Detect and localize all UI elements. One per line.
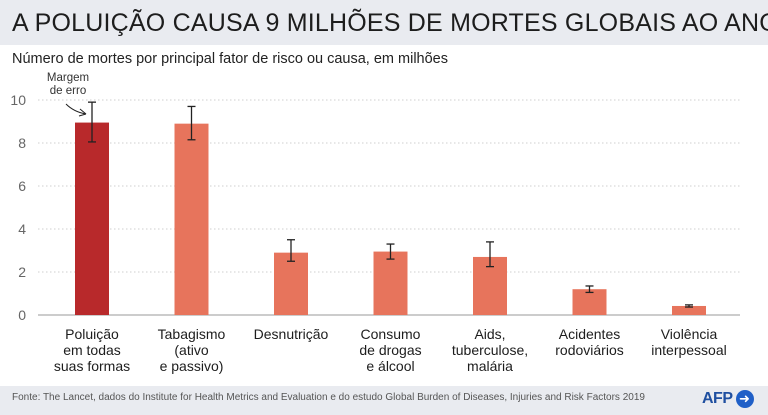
category-label: tuberculose,: [452, 342, 528, 358]
category-label: Acidentes: [559, 326, 620, 342]
annotation-text: de erro: [50, 85, 86, 97]
category-label: rodoviários: [555, 342, 623, 358]
footer-band: [0, 386, 768, 415]
arrow-right-icon: ➜: [735, 390, 754, 408]
category-label: suas formas: [54, 358, 130, 374]
category-label: Tabagismo: [158, 326, 226, 342]
afp-logo: AFP ➜: [702, 390, 754, 408]
category-label: Desnutrição: [254, 326, 329, 342]
y-tick-label: 4: [18, 221, 26, 237]
category-label: Violência: [661, 326, 718, 342]
category-label: Poluição: [65, 326, 119, 342]
y-tick-label: 0: [18, 307, 26, 323]
category-label: (ativo: [174, 342, 208, 358]
category-label: e álcool: [366, 358, 414, 374]
bar: [174, 123, 209, 316]
category-label: malária: [467, 358, 513, 374]
y-tick-label: 10: [10, 92, 26, 108]
logo-text: AFP: [702, 390, 733, 407]
bar: [672, 305, 706, 315]
bar: [274, 252, 308, 315]
annotation-arrowhead: [78, 108, 87, 117]
category-label: interpessoal: [651, 342, 727, 358]
bar: [373, 251, 408, 315]
category-label: Consumo: [361, 326, 421, 342]
bar: [572, 289, 607, 315]
annotation-arrow: [65, 103, 87, 115]
y-tick-label: 8: [18, 135, 26, 151]
y-tick-label: 2: [18, 264, 26, 280]
y-tick-label: 6: [18, 178, 26, 194]
chart-subtitle: Número de mortes por principal fator de …: [12, 51, 448, 67]
annotation-text: Margem: [47, 72, 89, 84]
title-band: [0, 0, 768, 45]
source-note: Fonte: The Lancet, dados do Institute fo…: [12, 392, 645, 403]
category-label: de drogas: [359, 342, 421, 358]
page-title: A POLUIÇÃO CAUSA 9 MILHÕES DE MORTES GLO…: [12, 9, 768, 37]
category-label: e passivo): [160, 358, 224, 374]
bar: [75, 122, 109, 315]
category-label: em todas: [63, 342, 121, 358]
category-label: Aids,: [474, 326, 505, 342]
